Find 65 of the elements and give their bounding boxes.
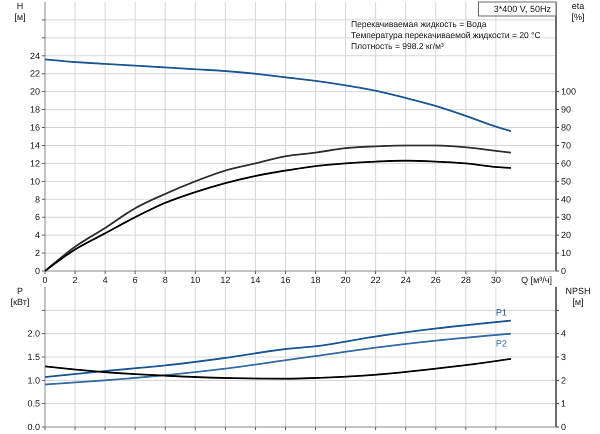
- x-tick-label: 24: [400, 275, 411, 285]
- y2-tick-label: 40: [561, 194, 572, 204]
- y2-tick-label: 10: [561, 248, 572, 258]
- x-tick-label: 20: [340, 275, 351, 285]
- y-tick-label: 2: [34, 248, 40, 258]
- y-axis-title: P [кВт]: [10, 286, 30, 307]
- x-tick-label: 6: [132, 275, 138, 285]
- y-tick-label: 0.0: [27, 422, 40, 432]
- y-tick-label: 1.0: [27, 375, 40, 386]
- y-tick-label: 6: [34, 212, 40, 222]
- x-tick-label: 12: [220, 275, 230, 285]
- series-label: P1: [496, 308, 507, 318]
- y-tick-label: 14: [30, 140, 40, 150]
- y-tick-label: 10: [30, 176, 40, 186]
- x-tick-label: 8: [162, 275, 168, 285]
- y2-tick-label: 4: [561, 328, 566, 339]
- x-tick-label: 28: [460, 275, 471, 285]
- y2-tick-label: 20: [561, 230, 572, 240]
- y-tick-label: 18: [30, 104, 40, 115]
- y-tick-label: 2.0: [27, 328, 40, 339]
- annotation: Температура перекачиваемой жидкости = 20 °C: [351, 30, 541, 40]
- y-tick-label: 1.5: [27, 352, 40, 362]
- x-tick-label: 16: [280, 275, 290, 285]
- line-series: [44, 358, 512, 380]
- x-tick-label: 0: [42, 275, 48, 285]
- y2-tick-label: 30: [561, 212, 572, 222]
- y-tick-label: 12: [30, 158, 40, 168]
- x-tick-label: 2: [72, 275, 78, 285]
- y-tick-label: 0: [34, 266, 40, 276]
- line-series: [44, 332, 512, 386]
- y2-axis-title: eta [%]: [571, 1, 585, 22]
- x-tick-label: 10: [190, 275, 200, 285]
- series-label: P2: [496, 338, 507, 349]
- x-tick-label: 14: [250, 275, 260, 285]
- y2-tick-label: 70: [561, 140, 572, 150]
- x-tick-label: 30: [490, 275, 501, 285]
- annotation: Плотность = 998.2 кг/м³: [351, 41, 444, 51]
- y-tick-label: 20: [30, 86, 40, 97]
- y-tick-label: 16: [30, 122, 40, 133]
- line-series: [44, 58, 512, 132]
- y2-tick-label: 1: [561, 398, 566, 409]
- y2-tick-label: 0: [561, 422, 566, 432]
- line-series: [44, 320, 512, 378]
- y-tick-label: 24: [30, 50, 40, 61]
- y2-tick-label: 50: [561, 176, 572, 186]
- y2-tick-label: 60: [561, 158, 572, 168]
- y-tick-label: 4: [34, 230, 40, 240]
- x-tick-label: 26: [430, 275, 441, 285]
- x-tick-label: 22: [370, 275, 381, 285]
- y2-tick-label: 80: [561, 122, 572, 133]
- annotation: Перекачиваемая жидкость = Вода: [351, 19, 487, 29]
- y2-tick-label: 0: [561, 266, 566, 276]
- x-tick-label: 4: [102, 275, 108, 285]
- y2-tick-label: 90: [561, 104, 572, 115]
- x-axis-title: Q [м³/ч]: [521, 275, 552, 285]
- y-axis-title: H [м]: [14, 1, 26, 22]
- annotation: 3*400 V, 50Hz: [494, 4, 552, 14]
- y2-axis-title: NPSH [м]: [565, 286, 591, 307]
- y-tick-label: 8: [34, 194, 40, 204]
- y-tick-label: 22: [30, 68, 40, 79]
- y2-tick-label: 2: [561, 375, 566, 386]
- x-tick-label: 18: [310, 275, 321, 285]
- y2-tick-label: 3: [561, 352, 566, 362]
- y-tick-label: 0.5: [27, 398, 40, 409]
- y2-tick-label: 100: [561, 86, 576, 97]
